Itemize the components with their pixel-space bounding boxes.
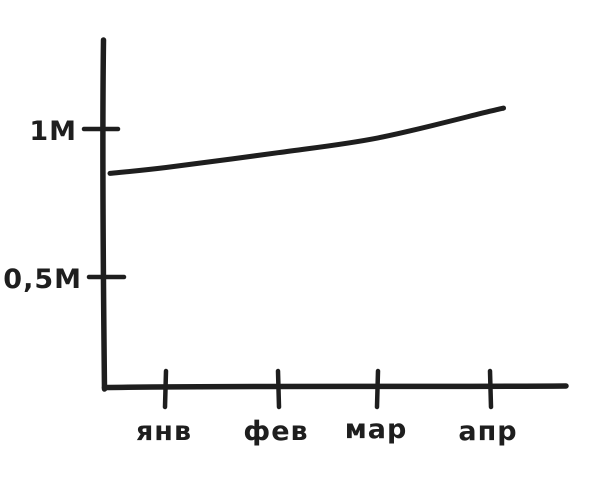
x-tick-label: янв bbox=[136, 416, 192, 447]
x-tick-mark bbox=[275, 368, 282, 410]
y-tick-label: 1M bbox=[29, 116, 77, 147]
x-tick-label: мар bbox=[345, 414, 408, 445]
x-axis-line bbox=[101, 383, 569, 391]
y-axis-line bbox=[100, 37, 108, 392]
x-axis-ticks: янв фев мар апр bbox=[136, 368, 517, 447]
x-tick-label: апр bbox=[458, 416, 517, 447]
y-tick-label: 0,5M bbox=[3, 264, 82, 295]
series-line bbox=[107, 105, 506, 176]
x-tick-label: фев bbox=[243, 416, 308, 447]
x-tick-mark bbox=[162, 368, 169, 410]
x-tick-mark bbox=[374, 368, 381, 410]
x-tick-mark bbox=[487, 368, 494, 410]
y-axis-ticks: 1M 0,5M bbox=[3, 116, 127, 295]
